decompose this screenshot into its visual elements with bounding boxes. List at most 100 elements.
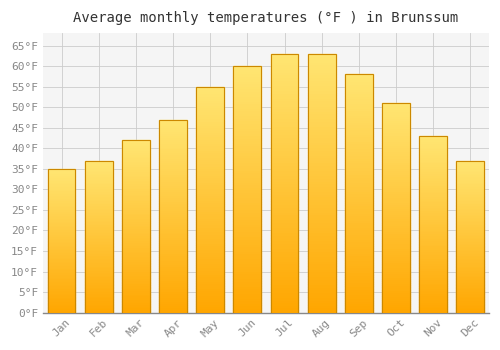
Bar (308, 124, 336, 126)
Bar (234, 76, 262, 78)
Bar (196, 150, 224, 152)
Bar (48, 288, 76, 290)
Bar (308, 62, 336, 64)
Bar (122, 273, 150, 275)
Bar (159, 164, 187, 166)
Bar (122, 268, 150, 270)
Bar (122, 142, 150, 143)
Bar (382, 273, 410, 275)
Bar (234, 283, 262, 286)
Bar (159, 222, 187, 224)
Bar (345, 241, 373, 244)
Bar (382, 308, 410, 310)
Bar (48, 182, 76, 183)
Bar (48, 277, 76, 278)
Bar (234, 286, 262, 288)
Bar (456, 224, 484, 226)
Bar (159, 255, 187, 257)
Bar (270, 56, 298, 59)
Bar (159, 181, 187, 183)
Bar (196, 211, 224, 213)
Bar (308, 292, 336, 294)
Bar (456, 191, 484, 193)
Bar (345, 174, 373, 177)
Bar (308, 165, 336, 168)
Bar (382, 181, 410, 183)
Bar (159, 274, 187, 276)
Bar (159, 137, 187, 139)
Bar (122, 249, 150, 251)
Bar (48, 308, 76, 310)
Bar (345, 129, 373, 132)
Bar (48, 222, 76, 223)
Bar (196, 209, 224, 211)
Bar (48, 172, 76, 173)
Bar (456, 196, 484, 197)
Bar (456, 185, 484, 187)
Bar (85, 198, 112, 200)
Bar (196, 252, 224, 254)
Bar (270, 168, 298, 170)
Bar (382, 178, 410, 181)
Bar (234, 91, 262, 93)
Bar (270, 305, 298, 307)
Bar (234, 74, 262, 76)
Bar (159, 187, 187, 189)
Bar (85, 208, 112, 209)
Bar (456, 275, 484, 276)
Bar (345, 229, 373, 232)
Bar (234, 86, 262, 88)
Bar (85, 252, 112, 253)
Bar (48, 302, 76, 304)
Bar (122, 304, 150, 306)
Bar (122, 228, 150, 230)
Bar (234, 303, 262, 305)
Bar (270, 178, 298, 181)
Bar (196, 157, 224, 159)
Bar (270, 292, 298, 294)
Bar (382, 250, 410, 252)
Bar (270, 217, 298, 219)
Bar (122, 299, 150, 301)
Bar (456, 287, 484, 288)
Bar (159, 160, 187, 162)
Bar (308, 243, 336, 245)
Bar (382, 103, 410, 313)
Bar (196, 213, 224, 216)
Bar (85, 258, 112, 259)
Bar (122, 254, 150, 256)
Bar (122, 297, 150, 299)
Bar (270, 175, 298, 178)
Bar (456, 165, 484, 167)
Bar (48, 185, 76, 186)
Bar (308, 219, 336, 222)
Bar (345, 82, 373, 84)
Bar (270, 132, 298, 134)
Bar (270, 157, 298, 160)
Bar (382, 185, 410, 187)
Bar (122, 288, 150, 290)
Bar (382, 155, 410, 158)
Bar (270, 188, 298, 191)
Bar (382, 233, 410, 235)
Bar (196, 240, 224, 243)
Title: Average monthly temperatures (°F ) in Brunssum: Average monthly temperatures (°F ) in Br… (74, 11, 458, 25)
Bar (456, 203, 484, 205)
Bar (159, 251, 187, 253)
Bar (419, 178, 447, 180)
Bar (456, 307, 484, 308)
Bar (419, 193, 447, 194)
Bar (456, 208, 484, 209)
Bar (270, 116, 298, 119)
Bar (159, 170, 187, 172)
Bar (85, 310, 112, 311)
Bar (382, 275, 410, 277)
Bar (48, 218, 76, 219)
Bar (308, 157, 336, 160)
Bar (270, 75, 298, 77)
Bar (48, 272, 76, 274)
Bar (234, 268, 262, 271)
Bar (382, 105, 410, 107)
Bar (122, 287, 150, 288)
Bar (308, 170, 336, 173)
